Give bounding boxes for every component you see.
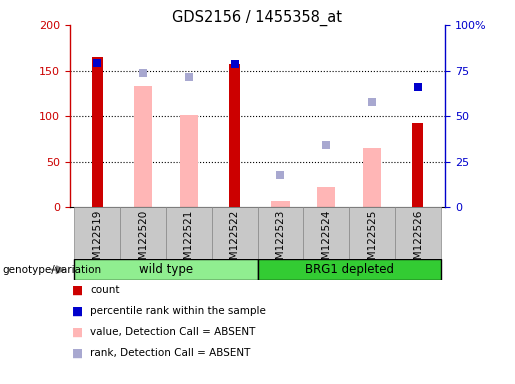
Text: BRG1 depleted: BRG1 depleted — [305, 263, 393, 276]
Bar — [92, 57, 102, 207]
Text: GDS2156 / 1455358_at: GDS2156 / 1455358_at — [173, 10, 342, 26]
Bar — [74, 207, 120, 259]
Text: genotype/variation: genotype/variation — [3, 265, 101, 275]
Text: GSM122525: GSM122525 — [367, 209, 377, 273]
Point — [184, 74, 193, 80]
Text: GSM122526: GSM122526 — [413, 209, 423, 273]
Bar — [229, 64, 240, 207]
Point — [368, 99, 376, 106]
Bar — [395, 207, 441, 259]
Text: GSM122523: GSM122523 — [276, 209, 285, 273]
Text: ■: ■ — [72, 347, 83, 360]
Point — [230, 61, 238, 67]
Bar — [134, 86, 152, 207]
Bar — [180, 115, 198, 207]
Bar — [258, 207, 303, 259]
Text: GSM122521: GSM122521 — [184, 209, 194, 273]
Bar — [258, 259, 441, 280]
Bar — [271, 201, 289, 207]
Text: value, Detection Call = ABSENT: value, Detection Call = ABSENT — [90, 327, 255, 337]
Text: GSM122524: GSM122524 — [321, 209, 331, 273]
Point — [414, 84, 422, 90]
Bar — [363, 148, 381, 207]
Point — [322, 142, 331, 149]
Text: count: count — [90, 285, 119, 295]
Text: GSM122519: GSM122519 — [92, 209, 102, 273]
Text: ■: ■ — [72, 305, 83, 318]
Bar — [120, 207, 166, 259]
Bar — [349, 207, 395, 259]
Point — [139, 70, 147, 76]
Bar — [74, 259, 258, 280]
Point — [93, 60, 101, 66]
Text: wild type: wild type — [139, 263, 193, 276]
Text: ■: ■ — [72, 283, 83, 296]
Point — [277, 172, 285, 179]
Text: GSM122522: GSM122522 — [230, 209, 239, 273]
Text: percentile rank within the sample: percentile rank within the sample — [90, 306, 266, 316]
Bar — [303, 207, 349, 259]
Bar — [212, 207, 258, 259]
Text: GSM122520: GSM122520 — [138, 209, 148, 273]
Bar — [413, 122, 423, 207]
Text: ■: ■ — [72, 326, 83, 339]
Text: rank, Detection Call = ABSENT: rank, Detection Call = ABSENT — [90, 348, 250, 358]
Bar — [166, 207, 212, 259]
Bar — [317, 187, 335, 207]
